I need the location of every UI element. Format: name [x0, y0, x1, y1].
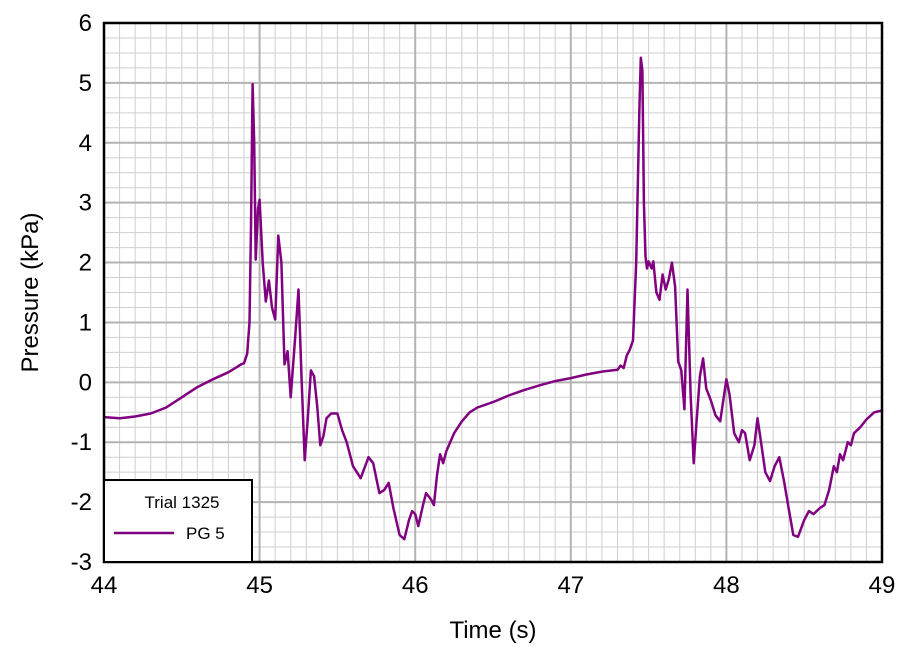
series-layer: [102, 56, 884, 541]
legend-box: [103, 479, 253, 563]
y-tick-label: 5: [79, 70, 92, 97]
x-tick-label: 46: [402, 572, 429, 599]
series-line-pg5: [102, 56, 884, 541]
y-tick-label: -2: [71, 489, 92, 516]
legend-title: Trial 1325: [145, 493, 220, 512]
x-tick-label: 48: [713, 572, 740, 599]
y-tick-labels: -3 -2 -1 0 1 2 3 4 5 6: [71, 10, 92, 576]
y-tick-label: 6: [79, 10, 92, 37]
y-tick-label: -3: [71, 549, 92, 576]
y-tick-label: 4: [79, 130, 92, 157]
y-axis-title: Pressure (kPa): [17, 212, 44, 372]
legend: Trial 1325 PG 5: [103, 479, 253, 563]
x-tick-label: 49: [869, 572, 896, 599]
x-axis-title: Time (s): [449, 617, 536, 644]
x-tick-labels: 44 45 46 47 48 49: [91, 572, 896, 599]
plot-frame: [102, 21, 884, 564]
x-tick-label: 44: [91, 572, 118, 599]
x-tick-label: 45: [246, 572, 273, 599]
legend-entry-pg5: PG 5: [186, 524, 225, 543]
x-tick-label: 47: [557, 572, 584, 599]
y-tick-label: 3: [79, 190, 92, 217]
y-tick-label: 2: [79, 250, 92, 277]
y-tick-label: 0: [79, 369, 92, 396]
y-tick-label: 1: [79, 309, 92, 336]
y-tick-label: -1: [71, 429, 92, 456]
